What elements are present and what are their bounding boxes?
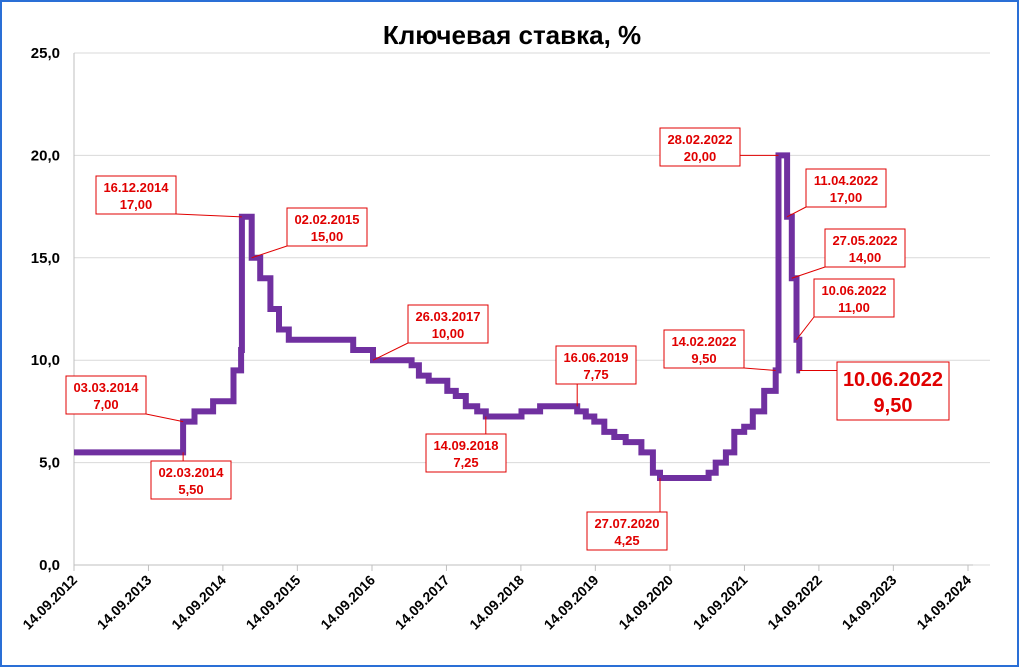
annotation-leader [743,367,776,371]
x-tick-label: 14.09.2012 [19,572,80,633]
annotation-value: 5,50 [178,482,203,497]
annotation-leader [372,342,409,361]
x-tick-label: 14.09.2024 [913,572,974,633]
annotation-date: 16.12.2014 [103,180,169,195]
annotation-callout: 10.06.2022 9,50 [799,361,950,421]
x-tick-label: 14.09.2019 [541,572,602,633]
annotation-box [555,345,637,385]
annotation-value: 15,00 [311,229,344,244]
annotations: 03.03.2014 7,00 02.03.2014 5,50 16.12.2014 17… [65,127,950,551]
annotation-callout: 14.02.2022 9,50 [663,329,776,371]
annotation-callout: 27.05.2022 14,00 [791,228,906,279]
annotation-value: 20,00 [684,149,717,164]
annotation-leader [796,316,815,341]
annotation-date: 14.09.2018 [433,438,498,453]
x-tick-label: 14.09.2013 [94,572,155,633]
annotation-box [150,460,232,500]
x-tick-label: 14.09.2017 [392,572,453,633]
x-tick-label: 14.09.2018 [466,572,527,633]
annotation-date: 10.06.2022 [843,369,943,391]
annotation-box [586,511,668,551]
annotation-date: 27.07.2020 [594,516,659,531]
annotation-callout: 16.06.2019 7,75 [555,345,637,407]
y-tick-label: 25,0 [31,45,60,62]
annotation-callout: 02.02.2015 15,00 [251,207,368,259]
y-tick-label: 20,0 [31,147,60,164]
x-tick-label: 14.09.2023 [839,572,900,633]
annotation-value: 17,00 [830,190,863,205]
annotation-box [407,304,489,344]
annotation-callout: 16.12.2014 17,00 [95,175,242,218]
annotation-leader [251,245,288,259]
chart-title: Ключевая ставка, % [383,20,641,50]
annotation-value: 9,50 [874,395,913,417]
x-tick-label: 14.09.2014 [168,572,229,633]
series-line [74,152,803,481]
series [74,152,803,481]
annotation-value: 10,00 [432,326,465,341]
annotation-date: 03.03.2014 [73,380,139,395]
annotation-box [805,168,887,208]
annotation-callout: 27.07.2020 4,25 [586,477,668,551]
x-tick-label: 14.09.2016 [317,572,378,633]
annotation-box [824,228,906,268]
y-tick-label: 15,0 [31,250,60,267]
annotation-box [65,375,147,415]
y-tick-label: 10,0 [31,352,60,369]
x-tick-label: 14.09.2021 [690,572,751,633]
annotation-value: 17,00 [120,197,153,212]
annotation-callout: 28.02.2022 20,00 [659,127,779,167]
annotation-date: 26.03.2017 [415,309,480,324]
annotation-value: 7,75 [583,367,608,382]
annotation-value: 9,50 [691,351,716,366]
x-tick-label: 14.09.2022 [764,572,825,633]
annotation-date: 02.02.2015 [294,212,359,227]
annotation-value: 11,00 [838,300,870,315]
annotation-date: 28.02.2022 [667,132,732,147]
y-tick-label: 5,0 [39,455,60,472]
annotation-date: 14.02.2022 [671,334,736,349]
annotation-date: 27.05.2022 [832,233,897,248]
annotation-leader [175,213,242,218]
annotation-value: 7,00 [93,397,118,412]
annotation-leader [786,206,807,218]
annotation-callout: 14.09.2018 7,25 [425,416,507,473]
annotation-box [813,278,895,318]
annotation-callout: 26.03.2017 10,00 [372,304,489,361]
annotation-box [425,433,507,473]
y-tick-label: 0,0 [39,557,60,574]
annotation-callout: 02.03.2014 5,50 [150,452,232,500]
annotation-leader [145,413,184,423]
annotation-date: 11.04.2022 [814,173,878,188]
annotation-date: 10.06.2022 [821,283,886,298]
annotation-callout: 10.06.2022 11,00 [796,278,895,341]
annotation-callout: 03.03.2014 7,00 [65,375,184,423]
x-tick-label: 14.09.2015 [243,572,304,633]
annotation-value: 4,25 [614,533,639,548]
annotation-date: 02.03.2014 [158,465,224,480]
annotation-callout: 11.04.2022 17,00 [786,168,887,218]
axes: 0,05,010,015,020,025,014.09.2012 14.09.20… [19,45,974,633]
annotation-value: 7,25 [453,455,478,470]
annotation-box [95,175,177,215]
annotation-leader [791,266,826,279]
annotation-box [663,329,745,369]
annotation-box [659,127,741,167]
annotation-box [286,207,368,247]
x-tick-label: 14.09.2020 [615,572,676,633]
annotation-value: 14,00 [849,250,882,265]
annotation-box [836,361,950,421]
annotation-date: 16.06.2019 [563,350,628,365]
